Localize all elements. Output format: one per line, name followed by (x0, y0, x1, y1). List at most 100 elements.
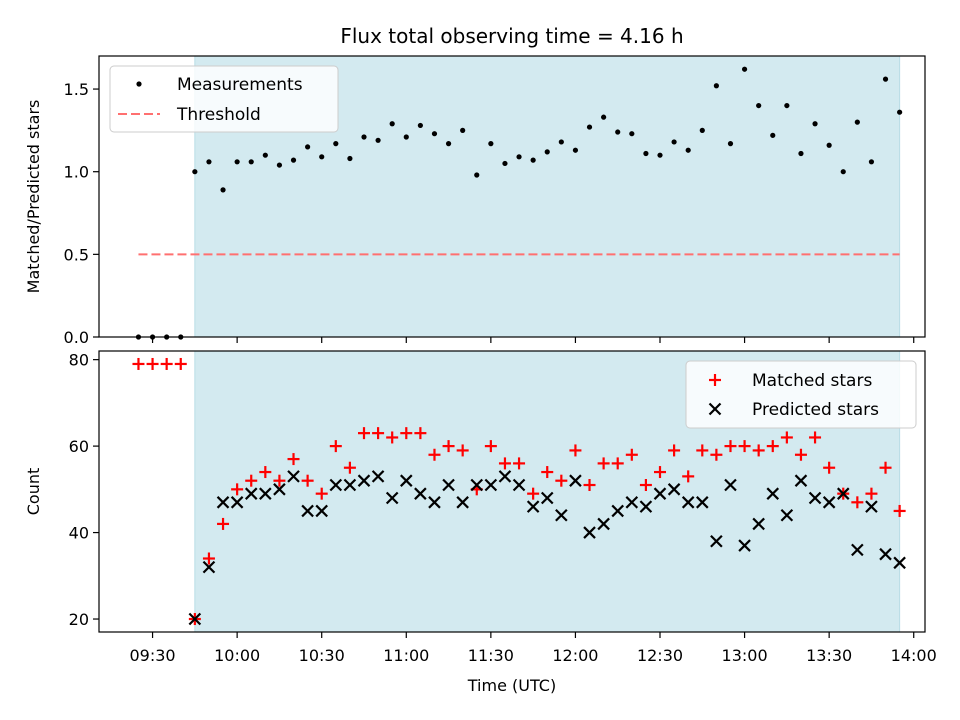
measurement-point (361, 134, 367, 140)
x-stroke-b (202, 560, 216, 574)
predicted-star-point (428, 496, 441, 509)
matched-star-point (625, 448, 638, 461)
x-stroke-b (371, 470, 385, 483)
x-stroke-b (597, 517, 610, 531)
measurement-point (798, 150, 804, 157)
x-stroke-b (357, 474, 371, 487)
predicted-star-point (202, 560, 216, 574)
matched-star-point (357, 427, 370, 440)
predicted-star-point (597, 517, 610, 531)
matched-star-point (343, 461, 356, 474)
x-tick-label: 10:00 (214, 646, 260, 665)
bottom-y-tick-label: 40 (69, 524, 89, 543)
x-stroke-b (555, 508, 568, 522)
bottom-y-tick-label: 20 (69, 610, 89, 629)
predicted-star-point (794, 474, 808, 487)
matched-star-point (259, 466, 272, 479)
x-stroke-b (738, 539, 751, 552)
matched-star-point (132, 357, 145, 370)
top-panel: 0.0 0.5 1.0 1.5 Flux total observing time =… (24, 24, 926, 347)
measurement-point (262, 152, 268, 158)
measurement-point (558, 139, 564, 145)
predicted-star-point (808, 491, 822, 505)
matched-star-point (428, 448, 441, 461)
matched-star-point (696, 444, 709, 457)
measurement-point (854, 119, 860, 125)
predicted-star-point (512, 478, 526, 492)
predicted-star-point (851, 543, 864, 557)
predicted-star-point (611, 504, 624, 518)
predicted-star-point (259, 487, 272, 500)
measurement-point (347, 155, 353, 162)
measurement-point (305, 144, 311, 150)
matched-star-point (174, 357, 187, 370)
x-stroke-b (259, 487, 272, 500)
predicted-star-point (639, 500, 653, 513)
x-stroke-b (710, 534, 723, 548)
predicted-star-point (738, 539, 751, 552)
x-stroke-b (400, 474, 413, 487)
matched-star-point (569, 444, 582, 457)
predicted-star-point (273, 483, 286, 496)
x-tick-label: 10:30 (299, 646, 345, 665)
x-stroke-b (611, 504, 624, 518)
bottom-count-points (132, 357, 906, 626)
measurement-point (530, 157, 536, 163)
top-legend: Measurements Threshold (109, 65, 339, 133)
top-y-tick-label: 0.5 (64, 245, 89, 264)
predicted-star-point (400, 474, 413, 487)
matched-star-point (513, 457, 526, 470)
x-stroke-b (273, 483, 286, 496)
x-stroke-b (851, 543, 864, 557)
matched-star-point (780, 431, 793, 444)
measurement-point (431, 131, 438, 137)
predicted-star-point (498, 470, 512, 483)
measurement-point (516, 154, 522, 160)
matched-star-point (682, 470, 695, 483)
legend-measurement-marker (136, 81, 142, 87)
bottom-y-ticks: 20 40 60 80 (69, 351, 99, 629)
x-stroke-b (653, 487, 667, 500)
measurement-point (713, 83, 719, 89)
top-axes-frame (98, 55, 926, 338)
x-stroke-b (244, 487, 258, 500)
predicted-star-point (244, 487, 258, 500)
predicted-star-point (752, 517, 765, 531)
x-stroke-b (696, 496, 709, 509)
x-tick-label: 11:00 (383, 646, 429, 665)
matched-star-point (865, 487, 878, 500)
matched-star-point (823, 461, 836, 474)
measurement-point (333, 141, 339, 147)
matched-star-point (315, 487, 328, 500)
legend-predicted-label: Predicted stars (752, 400, 879, 420)
measurement-point (643, 150, 649, 157)
matched-star-point (456, 444, 469, 457)
predicted-star-point (301, 504, 314, 518)
measurement-point (290, 157, 297, 163)
legend-threshold-label: Threshold (176, 105, 261, 125)
matched-star-point (583, 479, 596, 492)
measurement-point (812, 121, 818, 127)
x-axis-label: Time (UTC) (467, 676, 556, 695)
x-stroke-b (498, 470, 512, 483)
predicted-star-point (583, 526, 596, 539)
top-y-tick-label: 0.0 (64, 328, 89, 347)
predicted-star-point (653, 487, 667, 500)
x-tick-label: 09:30 (130, 646, 176, 665)
x-stroke-b (414, 487, 427, 500)
bottom-panel: 20 40 60 80 09:30 10:00 10:30 11:00 11:30 12:00 1… (24, 350, 937, 695)
measurement-point (586, 124, 593, 130)
matched-star-point (287, 453, 300, 466)
matched-star-point (710, 448, 723, 461)
x-tick-label: 13:30 (806, 646, 852, 665)
bottom-legend-box (685, 360, 917, 429)
x-stroke-b (808, 491, 822, 505)
measurement-point (248, 159, 254, 165)
matched-star-point (724, 440, 737, 453)
matched-star-point (245, 474, 258, 487)
measurement-point (544, 149, 550, 155)
matched-star-point (555, 474, 568, 487)
matched-star-point (231, 483, 244, 496)
predicted-star-point (822, 496, 836, 509)
